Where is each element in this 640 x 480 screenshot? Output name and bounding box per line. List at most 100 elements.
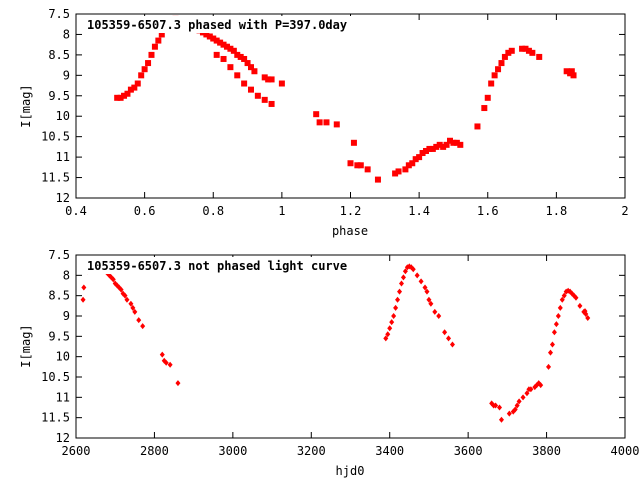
phased-data-point	[151, 43, 158, 50]
phased-data-point	[416, 154, 423, 161]
unphased-x-tick-label: 3200	[297, 444, 326, 458]
unphased-data-point	[557, 304, 563, 311]
phased-x-tick-label: 1.2	[340, 204, 362, 218]
unphased-data-point	[132, 308, 138, 315]
unphased-x-tick-label: 3600	[454, 444, 483, 458]
unphased-data-point	[524, 390, 530, 397]
phased-data-point	[220, 55, 227, 62]
unphased-x-tick-label: 2600	[62, 444, 91, 458]
phased-data-point	[313, 111, 320, 118]
unphased-y-axis: 7.5 8 8.5 9 9.5 10 10.5 11 11.5 12	[41, 248, 625, 445]
phased-data-point	[227, 64, 234, 71]
phased-data-point	[436, 141, 443, 148]
phased-data-point	[234, 51, 241, 58]
phased-data-point	[247, 64, 254, 71]
unphased-data-point	[514, 402, 520, 409]
unphased-data-point	[418, 278, 424, 285]
phased-data-point	[426, 145, 433, 152]
phased-data-point	[429, 145, 436, 152]
phased-data-point	[127, 86, 134, 93]
unphased-data-point	[400, 274, 406, 281]
unphased-data-point	[553, 321, 559, 328]
unphased-data-point	[446, 335, 452, 342]
phased-data-point	[213, 37, 220, 44]
unphased-data-point	[402, 268, 408, 275]
phased-data-point	[217, 39, 224, 46]
phased-data-point	[121, 92, 128, 99]
phased-data-point	[364, 166, 371, 173]
phased-data-point	[138, 72, 145, 79]
unphased-data-point	[436, 313, 442, 319]
unphased-data-point	[516, 398, 522, 405]
unphased-data-point	[561, 292, 567, 299]
unphased-data-point	[506, 410, 512, 417]
phased-x-tick-label: 2	[621, 204, 628, 218]
unphased-data-point	[559, 296, 565, 303]
unphased-y-tick-label: 8.5	[48, 289, 70, 303]
unphased-data-point	[159, 351, 165, 358]
unphased-data-point	[555, 313, 561, 319]
phased-data-point	[440, 143, 447, 150]
phased-data-point	[498, 60, 505, 67]
phased-data-point	[333, 121, 340, 128]
unphased-x-tick-label: 3000	[218, 444, 247, 458]
phased-x-tick-label: 1.4	[408, 204, 430, 218]
phased-data-point	[323, 119, 330, 126]
phased-data-point	[223, 43, 230, 50]
unphased-data-point	[175, 380, 181, 387]
unphased-data-point	[546, 363, 552, 370]
phased-data-point	[244, 60, 251, 67]
phased-data-point	[422, 147, 429, 154]
unphased-x-tick-label: 3400	[375, 444, 404, 458]
unphased-data-point	[582, 308, 588, 315]
phased-y-tick-label: 9.5	[48, 89, 70, 103]
unphased-data-point	[397, 288, 403, 295]
phased-data-point	[481, 105, 488, 112]
phased-data-point	[457, 141, 464, 148]
phased-data-point	[488, 80, 495, 87]
phased-data-point	[347, 160, 354, 167]
unphased-data-point	[428, 300, 434, 307]
phased-plot-title: 105359-6507.3 phased with P=397.0day	[87, 18, 347, 32]
unphased-y-tick-label: 9.5	[48, 329, 70, 343]
phased-y-tick-label: 12	[56, 191, 70, 205]
phased-data-point	[374, 176, 381, 183]
unphased-y-tick-label: 12	[56, 431, 70, 445]
unphased-data-point	[393, 304, 399, 311]
phased-data-point	[117, 94, 124, 101]
unphased-y-tick-label: 11	[56, 390, 70, 404]
phased-y-axis-title: I[mag]	[19, 84, 33, 127]
phased-data-point	[230, 47, 237, 54]
phased-data-point	[268, 76, 275, 83]
unphased-y-tick-label: 9	[63, 309, 70, 323]
phased-data-point	[124, 90, 131, 97]
phased-y-axis: 7.5 8 8.5 9 9.5 10 10.5 11 11.5 12	[41, 7, 625, 205]
unphased-data-point	[389, 319, 395, 326]
unphased-y-tick-label: 11.5	[41, 411, 70, 425]
unphased-y-tick-label: 10.5	[41, 370, 70, 384]
phased-x-axis: 0.4 0.6 0.8 1 1.2 1.4 1.6 1.8 2	[65, 14, 629, 218]
phased-data-point	[251, 68, 258, 75]
unphased-data-point	[163, 359, 169, 366]
phased-data-point	[114, 94, 121, 101]
phased-data-point	[148, 51, 155, 58]
phased-x-tick-label: 1.8	[546, 204, 568, 218]
phased-data-point	[529, 49, 536, 56]
unphased-data-point	[410, 266, 416, 273]
unphased-data-point	[167, 361, 173, 368]
phased-data-point	[409, 160, 416, 167]
unphased-data-point	[391, 313, 397, 319]
phased-data-point	[563, 68, 570, 75]
phased-data-point	[405, 162, 412, 169]
unphased-data-point	[442, 329, 448, 336]
unphased-data-point	[424, 288, 430, 295]
unphased-data-point	[497, 404, 503, 411]
unphased-data-point	[432, 308, 438, 315]
unphased-data-point	[512, 406, 518, 413]
phased-y-tick-label: 10.5	[41, 130, 70, 144]
unphased-data-point	[136, 317, 142, 324]
unphased-plot-frame	[75, 254, 626, 439]
phased-data-point	[268, 100, 275, 107]
phased-data-point	[392, 170, 399, 177]
